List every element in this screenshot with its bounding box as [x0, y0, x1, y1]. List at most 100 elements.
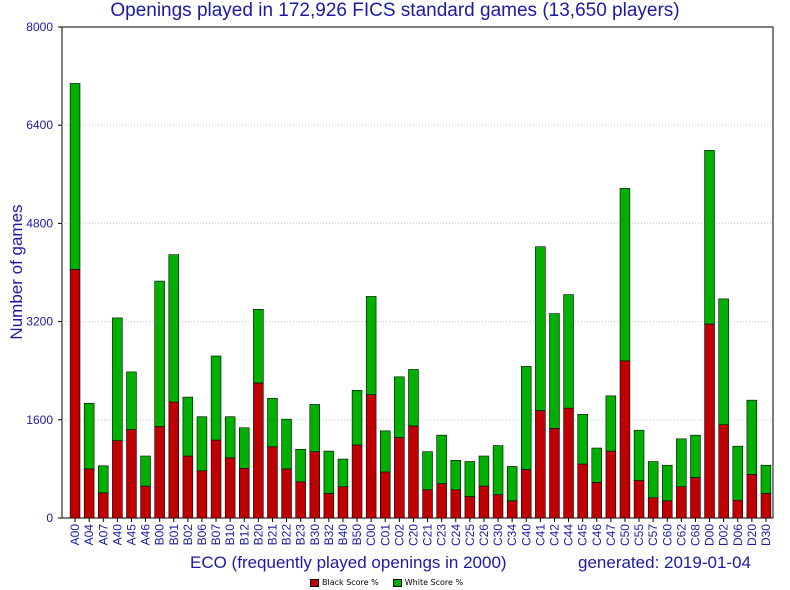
x-tick-label: B32	[322, 524, 336, 546]
bar-black-c41	[535, 410, 546, 519]
bar-black-c44	[563, 407, 574, 519]
y-axis-label: Number of games	[7, 204, 26, 340]
x-tick-label: D02	[717, 524, 731, 546]
bar-white-c45	[577, 413, 588, 465]
x-tick-label: C41	[533, 524, 547, 546]
legend-swatch-black	[310, 578, 319, 587]
x-tick-label: C60	[660, 524, 674, 546]
bar-white-b22	[281, 418, 292, 470]
bar-black-b10	[224, 457, 236, 519]
bar-black-a00	[69, 269, 81, 519]
x-tick-label: C57	[646, 524, 660, 546]
x-tick-label: B30	[308, 524, 322, 546]
bar-white-b30	[309, 404, 320, 453]
x-tick-label: D06	[731, 524, 745, 546]
bars	[69, 83, 772, 519]
bar-black-d00	[704, 323, 715, 519]
y-axis: 0 1600 3200 4800 6400 8000	[26, 20, 62, 525]
x-tick-label: B50	[350, 524, 364, 546]
bar-white-c25	[464, 461, 476, 497]
bar-white-b10	[224, 416, 236, 459]
bar-black-b12	[239, 467, 250, 519]
x-tick-label: C25	[463, 524, 477, 546]
bar-black-c40	[521, 469, 532, 519]
bar-white-c02	[394, 376, 405, 438]
bar-white-c60	[662, 464, 673, 502]
x-tick-label: D20	[745, 524, 759, 546]
bar-white-c42	[549, 313, 560, 429]
bar-black-a04	[83, 468, 95, 519]
legend: Black Score % White Score %	[310, 578, 463, 587]
x-tick-label: C55	[632, 524, 646, 546]
bar-white-b20	[253, 309, 264, 384]
x-axis-label: ECO (frequently played openings in 2000)	[190, 553, 507, 572]
y-tick-label: 1600	[26, 413, 53, 427]
bar-black-d20	[746, 474, 758, 519]
bar-black-c25	[464, 496, 476, 519]
bar-black-b30	[309, 451, 320, 519]
x-tick-label: B23	[294, 524, 308, 546]
bar-black-b21	[267, 446, 278, 519]
x-tick-label: C23	[435, 524, 449, 546]
bar-white-d06	[732, 445, 743, 501]
bar-white-b32	[323, 450, 335, 494]
bar-black-c45	[577, 463, 588, 519]
bar-white-c47	[605, 395, 617, 452]
bar-white-b07	[210, 355, 222, 441]
bar-white-a45	[126, 371, 137, 430]
x-tick-label: C50	[618, 524, 632, 546]
bar-black-c62	[676, 486, 687, 519]
x-tick-label: C42	[547, 524, 561, 546]
x-tick-label: C00	[364, 524, 378, 546]
x-tick-label: A04	[82, 524, 96, 546]
bar-black-a45	[126, 429, 137, 519]
bar-white-d00	[704, 150, 715, 325]
bar-black-b00	[154, 426, 165, 519]
bar-white-c44	[563, 294, 574, 409]
bar-white-c57	[647, 461, 659, 499]
bar-black-c68	[690, 477, 701, 519]
bar-black-b01	[168, 401, 179, 519]
x-tick-label: B40	[336, 524, 350, 546]
bar-white-c21	[422, 451, 433, 491]
x-tick-label: B07	[209, 524, 223, 546]
bar-black-b23	[295, 481, 306, 519]
bar-white-b40	[337, 458, 349, 487]
bar-black-c34	[506, 500, 518, 519]
bar-black-b40	[337, 486, 349, 519]
x-tick-label: B21	[265, 524, 279, 546]
legend-label-white: White Score %	[404, 578, 464, 587]
y-tick-label: 0	[46, 511, 53, 525]
bar-white-c46	[591, 447, 602, 483]
legend-item-white: White Score %	[392, 578, 464, 587]
bar-black-b20	[253, 382, 264, 519]
x-tick-label: A45	[124, 524, 138, 546]
bar-black-c50	[619, 360, 631, 519]
bar-black-c01	[380, 471, 391, 519]
bar-white-c26	[478, 455, 490, 487]
legend-label-black: Black Score %	[322, 578, 379, 587]
x-tick-label: B00	[153, 524, 167, 546]
bar-black-c26	[478, 485, 490, 519]
x-tick-label: C02	[392, 524, 406, 546]
bar-white-d30	[760, 464, 772, 494]
chart-title: Openings played in 172,926 FICS standard…	[110, 0, 680, 21]
x-tick-label: C47	[604, 524, 618, 546]
legend-item-black: Black Score %	[310, 578, 379, 587]
x-tick-label: C62	[674, 524, 688, 546]
x-tick-label: B12	[237, 524, 251, 546]
bar-black-c23	[436, 483, 447, 519]
bar-white-c24	[450, 460, 461, 491]
bar-black-c57	[647, 497, 659, 519]
bar-white-a00	[69, 83, 81, 270]
bar-black-c60	[662, 500, 673, 519]
bar-black-c46	[591, 482, 602, 519]
x-tick-label: A07	[96, 524, 110, 546]
bar-white-c50	[619, 188, 631, 362]
bar-black-c24	[450, 489, 461, 519]
y-tick-label: 8000	[26, 20, 53, 34]
y-tick-label: 4800	[26, 216, 53, 230]
bar-black-a07	[98, 492, 109, 519]
bar-white-b02	[182, 396, 194, 457]
